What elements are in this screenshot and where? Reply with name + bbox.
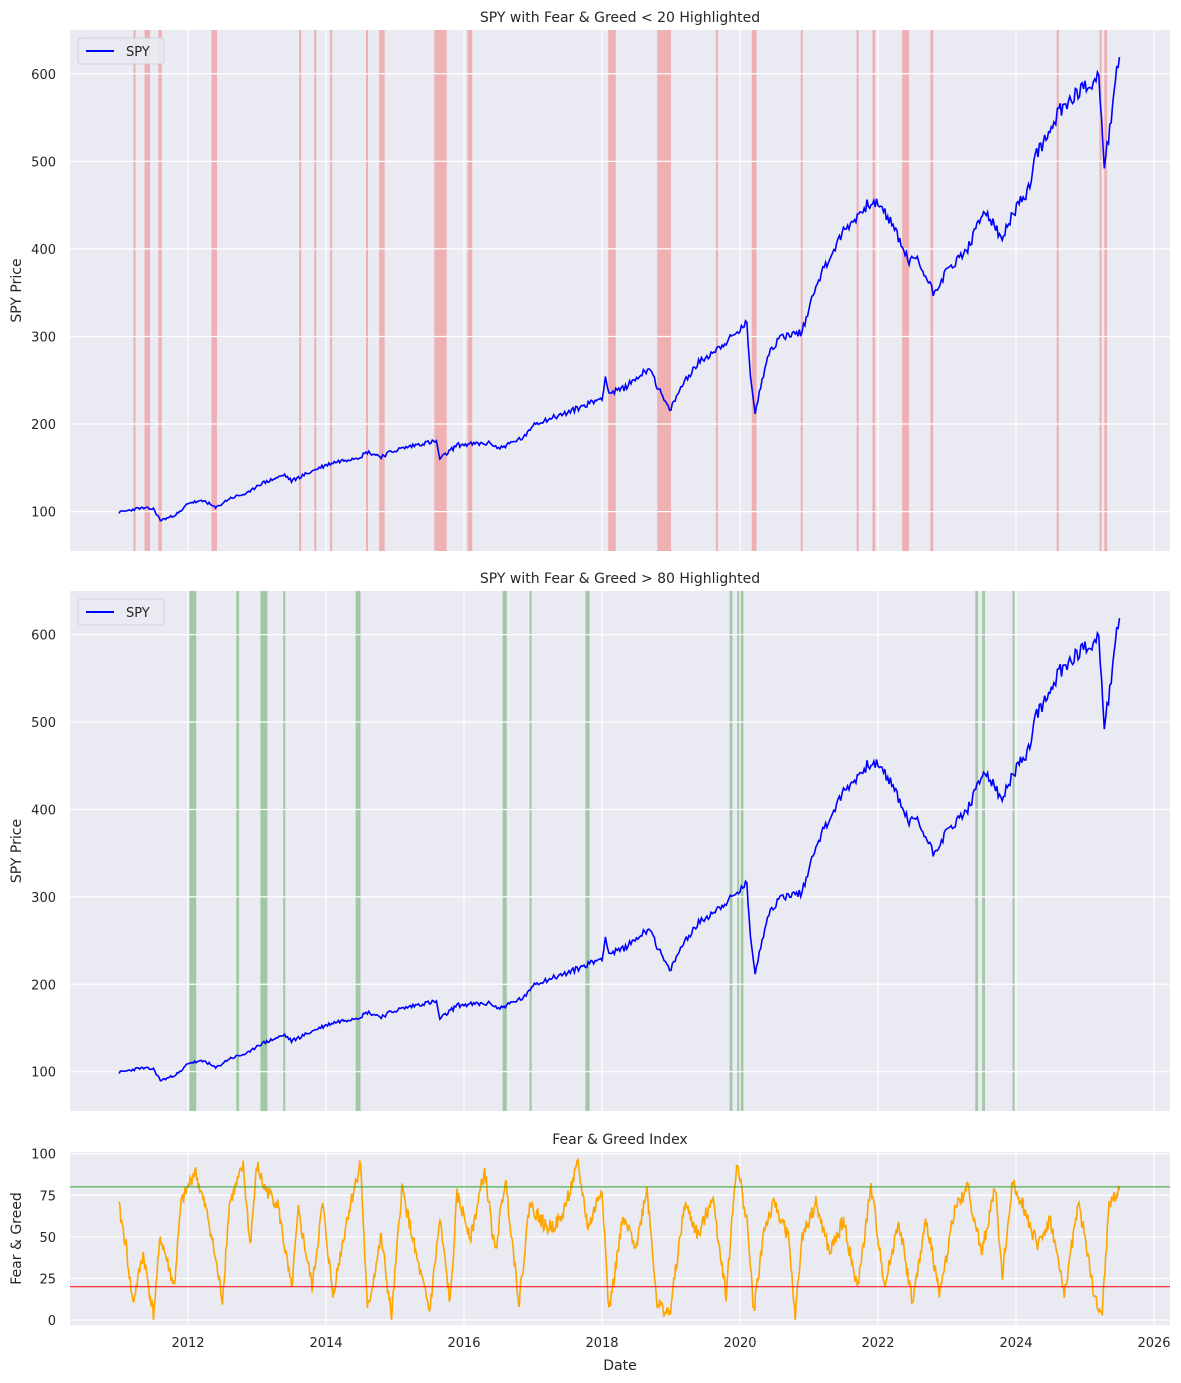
y-tick-label: 50 xyxy=(39,1231,56,1246)
highlight-span xyxy=(856,30,859,551)
highlight-span xyxy=(467,30,473,551)
x-tick-label: 2022 xyxy=(861,1336,894,1351)
x-tick-label: 2018 xyxy=(585,1336,618,1351)
highlight-span xyxy=(189,591,197,1111)
y-tick-label: 0 xyxy=(48,1314,56,1329)
middle-title: SPY with Fear & Greed > 80 Highlighted xyxy=(480,571,760,587)
highlight-span xyxy=(902,30,910,551)
spy-line xyxy=(118,56,1121,522)
highlight-span xyxy=(314,30,317,551)
x-tick-label: 2012 xyxy=(171,1336,204,1351)
highlight-span xyxy=(1104,30,1108,551)
x-tick-label: 2020 xyxy=(723,1336,756,1351)
highlight-span xyxy=(211,30,217,551)
y-tick-label: 400 xyxy=(31,243,56,258)
highlight-span xyxy=(133,30,136,551)
highlight-span xyxy=(260,591,268,1111)
x-axis-label: Date xyxy=(603,1358,636,1374)
highlight-span xyxy=(158,30,162,551)
y-tick-label: 500 xyxy=(31,155,56,170)
legend: SPY xyxy=(77,37,165,65)
y-tick-label: 100 xyxy=(31,506,56,521)
y-tick-label: 75 xyxy=(39,1189,56,1204)
highlight-span xyxy=(366,30,369,551)
top-title: SPY with Fear & Greed < 20 Highlighted xyxy=(480,10,760,26)
highlight-span xyxy=(751,30,757,551)
highlight-span xyxy=(379,30,385,551)
highlight-span xyxy=(236,591,240,1111)
highlight-span xyxy=(585,591,590,1111)
bottom-ylabel: Fear & Greed xyxy=(9,1192,25,1284)
highlight-span xyxy=(355,591,361,1111)
highlight-span xyxy=(729,591,733,1111)
highlight-span xyxy=(715,30,718,551)
legend-label: SPY xyxy=(126,45,150,60)
y-tick-label: 200 xyxy=(31,978,56,993)
highlight-span xyxy=(872,30,876,551)
y-tick-label: 600 xyxy=(31,629,56,644)
x-tick-label: 2016 xyxy=(447,1336,480,1351)
y-tick-label: 500 xyxy=(31,716,56,731)
top-axes: 100 200 300 400 500 600 SPY with Fear & Greed … xyxy=(9,10,1170,551)
highlight-span xyxy=(982,591,985,1111)
top-ylabel: SPY Price xyxy=(9,258,25,322)
highlight-span xyxy=(434,30,447,551)
bottom-axes: 0 25 50 75 100 Fear & Greed Index Fear & Greed… xyxy=(9,1132,1171,1374)
y-tick-label: 600 xyxy=(31,68,56,83)
middle-ylabel: SPY Price xyxy=(9,819,25,883)
spy-line xyxy=(118,617,1121,1082)
y-tick-label: 300 xyxy=(31,330,56,345)
x-tick-label: 2024 xyxy=(999,1336,1032,1351)
highlight-span xyxy=(800,30,803,551)
legend-label: SPY xyxy=(126,606,150,621)
highlight-span xyxy=(1099,30,1102,551)
highlight-span xyxy=(283,591,286,1111)
highlight-span xyxy=(1012,591,1015,1111)
y-tick-label: 100 xyxy=(31,1148,56,1163)
highlight-span xyxy=(975,591,979,1111)
middle-axes: 100 200 300 400 500 600 SPY with Fear & Greed … xyxy=(9,571,1170,1111)
y-tick-label: 200 xyxy=(31,418,56,433)
fear-greed-line xyxy=(118,1157,1121,1321)
highlight-span xyxy=(330,30,333,551)
highlight-span xyxy=(1056,30,1059,551)
highlight-span xyxy=(144,30,151,551)
y-tick-label: 25 xyxy=(39,1272,56,1287)
y-tick-label: 100 xyxy=(31,1066,56,1081)
legend: SPY xyxy=(77,598,165,626)
highlight-span xyxy=(502,591,507,1111)
x-tick-label: 2014 xyxy=(309,1336,342,1351)
x-tick-label: 2026 xyxy=(1137,1336,1170,1351)
bottom-title: Fear & Greed Index xyxy=(552,1132,687,1148)
highlight-span xyxy=(657,30,671,551)
y-tick-label: 400 xyxy=(31,803,56,818)
highlight-span xyxy=(299,30,302,551)
highlight-span xyxy=(608,30,616,551)
highlight-span xyxy=(529,591,532,1111)
y-tick-label: 300 xyxy=(31,891,56,906)
